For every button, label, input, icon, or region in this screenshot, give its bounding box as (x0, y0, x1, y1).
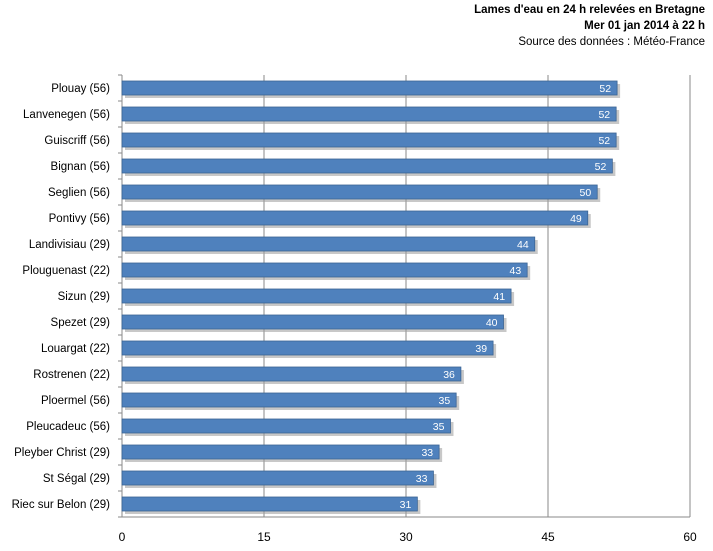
category-label: Riec sur Belon (29) (12, 499, 111, 511)
bar (121, 236, 536, 252)
category-label: Louargat (22) (41, 343, 110, 355)
bar (121, 106, 617, 122)
x-tick-label: 30 (399, 530, 413, 544)
bar (121, 340, 494, 356)
category-label: Plouay (56) (51, 83, 110, 95)
bar (121, 132, 617, 148)
category-label: Ploermel (56) (41, 395, 110, 407)
bar (121, 366, 462, 382)
category-label: Rostrenen (22) (33, 369, 110, 381)
bar (121, 496, 418, 512)
bar (121, 262, 528, 278)
bar-value-label: 52 (595, 161, 607, 173)
bar-value-label: 52 (598, 109, 610, 121)
bar-value-label: 39 (475, 343, 487, 355)
bar (121, 444, 440, 460)
bar (121, 288, 512, 304)
bar-value-label: 41 (493, 291, 505, 303)
bar-value-label: 35 (438, 395, 450, 407)
bar (121, 158, 613, 174)
category-label: Seglien (56) (48, 187, 110, 199)
x-tick-label: 15 (257, 530, 271, 544)
category-label: Lanvenegen (56) (23, 109, 110, 121)
category-label: Guiscriff (56) (44, 135, 110, 147)
bar-value-label: 40 (486, 317, 498, 329)
category-label: Pontivy (56) (49, 213, 111, 225)
chart-subtitle: Mer 01 jan 2014 à 22 h (584, 20, 705, 32)
bar-value-label: 33 (416, 473, 428, 485)
bar (121, 210, 589, 226)
category-label: St Ségal (29) (43, 473, 110, 485)
category-label: Bignan (56) (51, 161, 111, 173)
bar (121, 314, 504, 330)
bar-value-label: 52 (598, 135, 610, 147)
bar-value-label: 35 (433, 421, 445, 433)
bar (121, 470, 434, 486)
category-label: Sizun (29) (58, 291, 111, 303)
chart-source: Source des données : Météo-France (518, 36, 705, 48)
bar-value-label: 52 (599, 83, 611, 95)
bar-value-label: 33 (421, 447, 433, 459)
x-tick-label: 60 (683, 530, 697, 544)
bar (121, 392, 457, 408)
bar-value-label: 50 (580, 187, 592, 199)
x-tick-label: 0 (119, 530, 126, 544)
bar-value-label: 44 (517, 239, 529, 251)
bar (121, 418, 451, 434)
bar (121, 184, 598, 200)
chart-title: Lames d'eau en 24 h relevées en Bretagne (474, 4, 705, 16)
category-label: Landivisiau (29) (29, 239, 110, 251)
category-label: Pleucadeuc (56) (26, 421, 110, 433)
category-label: Spezet (29) (51, 317, 111, 329)
x-tick-label: 45 (541, 530, 555, 544)
bar-value-label: 43 (509, 265, 521, 277)
bar-value-label: 31 (400, 499, 412, 511)
category-label: Pleyber Christ (29) (14, 447, 110, 459)
category-label: Plouguenast (22) (22, 265, 110, 277)
bar-value-label: 49 (570, 213, 582, 225)
bar (121, 80, 618, 96)
bar-value-label: 36 (443, 369, 455, 381)
